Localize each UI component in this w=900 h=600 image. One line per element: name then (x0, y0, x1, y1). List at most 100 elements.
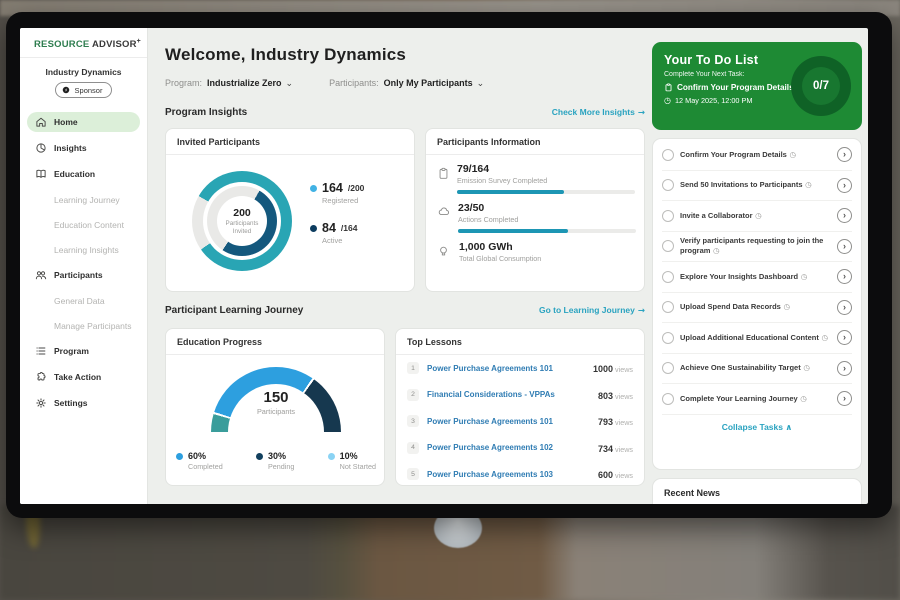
legend-dot-icon (327, 453, 335, 460)
task-open-button[interactable]: › (837, 147, 852, 163)
invited-participants-title: Invited Participants (166, 129, 414, 155)
todo-task-achieve-one-sustainability-target: Achieve One Sustainability Target ◷ › (662, 354, 852, 384)
top-lessons-list: 1 Power Purchase Agreements 101 1000 views 2… (396, 355, 644, 485)
task-open-button[interactable]: › (837, 330, 852, 346)
collapse-tasks-link[interactable]: Collapse Tasks ∧ (721, 421, 793, 433)
lesson-views-label: views (615, 418, 633, 428)
invited-participants-card: Invited Participants 200 Participants In… (165, 128, 415, 292)
clock-icon: ◷ (710, 246, 720, 256)
education-progress-title: Education Progress (166, 329, 384, 355)
app-logo[interactable]: RESOURCE ADVISOR+ (20, 28, 147, 59)
program-filter[interactable]: Program: Industrialize Zero ⌄ (165, 78, 293, 89)
recent-news-card: Recent News (652, 478, 862, 504)
arrow-right-icon: → (637, 108, 645, 118)
todo-task-complete-your-learning-journey: Complete Your Learning Journey ◷ › (662, 384, 852, 415)
task-checkbox[interactable] (662, 392, 674, 405)
info-row-total-global-consumption: 1,000 GWh Total Global Consumption (426, 233, 644, 263)
todo-next-task[interactable]: Confirm Your Program Details (664, 83, 850, 92)
info-label: Emission Survey Completed (457, 176, 548, 185)
lesson-rank: 2 (407, 388, 419, 401)
info-value: 1,000 GWh (459, 241, 513, 253)
info-label: Actions Completed (458, 215, 519, 224)
participants-filter[interactable]: Participants: Only My Participants ⌄ (329, 78, 484, 89)
participants-information-card: Participants Information 79/164 Emission … (425, 128, 645, 292)
todo-task-confirm-your-program-details: Confirm Your Program Details ◷ › (662, 140, 852, 171)
sidebar-subitem-general-data[interactable]: General Data (54, 295, 105, 306)
lesson-link[interactable]: Power Purchase Agreements 102 (427, 443, 553, 453)
progress-bar-fill (458, 229, 569, 233)
sponsor-badge[interactable]: Sponsor (54, 82, 113, 99)
task-open-button[interactable]: › (837, 299, 852, 315)
program-filter-label: Program: (165, 78, 203, 88)
task-label: Confirm Your Program Details ◷ (680, 149, 796, 159)
check-more-insights-link[interactable]: Check More Insights → (551, 107, 645, 118)
sidebar-item-settings[interactable]: Settings (27, 393, 140, 413)
info-value: 79/164 (457, 163, 490, 175)
task-checkbox[interactable] (662, 362, 674, 375)
sidebar-subitem-learning-journey[interactable]: Learning Journey (54, 194, 120, 205)
task-checkbox[interactable] (662, 301, 674, 314)
logo-plus: + (136, 38, 141, 45)
sidebar: RESOURCE ADVISOR+ Industry Dynamics Spon… (20, 28, 148, 504)
insights-icon (35, 142, 47, 154)
chevron-up-icon: ∧ (785, 422, 793, 433)
task-checkbox[interactable] (662, 148, 674, 161)
clock-icon: ◷ (800, 363, 810, 373)
sidebar-item-label: Insights (54, 143, 87, 154)
task-checkbox[interactable] (662, 179, 674, 192)
lesson-views-count: 793 (597, 417, 614, 428)
sidebar-item-program[interactable]: Program (27, 341, 140, 361)
task-checkbox[interactable] (662, 209, 674, 222)
lesson-rank: 4 (407, 441, 419, 454)
legend-label: Completed (188, 462, 223, 471)
sidebar-item-participants[interactable]: Participants (27, 265, 140, 285)
lesson-link[interactable]: Power Purchase Agreements 101 (427, 363, 553, 373)
task-open-button[interactable]: › (837, 360, 852, 376)
task-checkbox[interactable] (662, 331, 674, 344)
task-open-button[interactable]: › (837, 391, 852, 407)
task-open-button[interactable]: › (837, 269, 852, 285)
task-label: Complete Your Learning Journey ◷ (680, 393, 807, 403)
task-label: Explore Your Insights Dashboard ◷ (680, 271, 808, 281)
sidebar-item-education[interactable]: Education (27, 164, 140, 184)
lesson-link[interactable]: Power Purchase Agreements 101 (427, 416, 553, 426)
legend-value: 10% (339, 451, 358, 461)
participants-information-title: Participants Information (426, 129, 644, 155)
task-checkbox[interactable] (662, 240, 674, 253)
task-open-button[interactable]: › (837, 208, 852, 224)
sidebar-subitem-education-content[interactable]: Education Content (54, 219, 124, 230)
sidebar-item-take-action[interactable]: Take Action (27, 367, 140, 387)
todo-task-card: Confirm Your Program Details ◷ › Send 50 I… (652, 138, 862, 470)
task-open-button[interactable]: › (837, 238, 852, 254)
lesson-views-label: views (615, 365, 633, 375)
task-label: Achieve One Sustainability Target ◷ (680, 363, 810, 373)
sidebar-item-home[interactable]: Home (27, 112, 140, 133)
org-name: Industry Dynamics (45, 67, 122, 78)
logo-primary: RESOURCE (34, 39, 90, 51)
todo-task-invite-a-collaborator: Invite a Collaborator ◷ › (662, 201, 852, 232)
sidebar-subitem-manage-participants[interactable]: Manage Participants (54, 320, 132, 331)
clock-icon: ◷ (798, 271, 808, 281)
task-checkbox[interactable] (662, 270, 674, 283)
legend-value: 30% (268, 451, 287, 461)
lesson-link[interactable]: Power Purchase Agreements 103 (427, 469, 553, 479)
todo-task-upload-additional-educational-content: Upload Additional Educational Content ◷ › (662, 323, 852, 354)
main-content: Welcome, Industry Dynamics Program: Indus… (148, 28, 652, 504)
todo-hero-card: Your To Do List Complete Your Next Task:… (652, 42, 862, 130)
sidebar-subitem-learning-insights[interactable]: Learning Insights (54, 244, 119, 255)
go-to-learning-journey-link[interactable]: Go to Learning Journey → (539, 305, 645, 316)
sidebar-item-insights[interactable]: Insights (27, 138, 140, 158)
participants-information-rows: 79/164 Emission Survey Completed 23/50 Acti… (426, 155, 644, 263)
legend-total: /164 (340, 223, 358, 233)
filter-bar: Program: Industrialize Zero ⌄ Participants… (165, 78, 484, 89)
task-open-button[interactable]: › (837, 177, 852, 193)
monitor-bezel: RESOURCE ADVISOR+ Industry Dynamics Spon… (6, 12, 892, 518)
education-legend-item: 30% Pending (256, 451, 294, 471)
take-action-icon (35, 371, 47, 383)
education-icon (35, 168, 47, 180)
task-label: Verify participants requesting to join t… (680, 236, 824, 256)
progress-bar-fill (457, 190, 564, 194)
sidebar-nav: Home Insights Education Learning Journey Edu… (20, 112, 147, 413)
lesson-views-count: 803 (597, 390, 614, 401)
lesson-link[interactable]: Financial Considerations - VPPAs (427, 390, 555, 400)
